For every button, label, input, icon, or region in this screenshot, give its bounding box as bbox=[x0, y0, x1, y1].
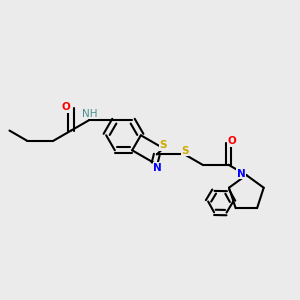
Text: N: N bbox=[237, 169, 245, 178]
Text: S: S bbox=[160, 140, 167, 150]
Text: S: S bbox=[182, 146, 189, 156]
Text: NH: NH bbox=[82, 109, 97, 119]
Text: O: O bbox=[228, 136, 236, 146]
Text: O: O bbox=[61, 102, 70, 112]
Text: N: N bbox=[153, 163, 162, 173]
